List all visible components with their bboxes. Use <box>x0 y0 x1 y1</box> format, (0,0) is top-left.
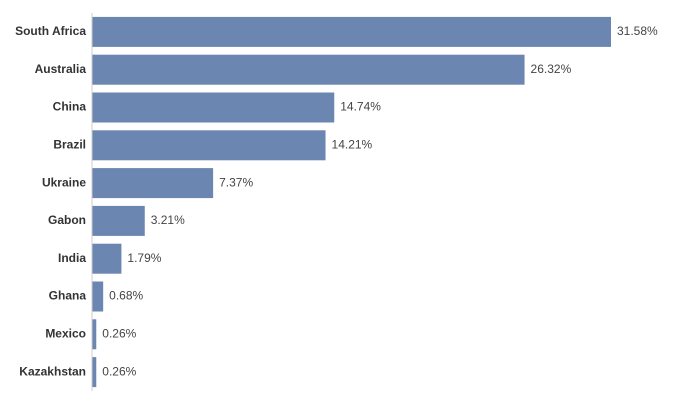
category-label: India <box>58 251 86 265</box>
bar <box>92 168 214 199</box>
category-label: Ukraine <box>42 175 86 189</box>
bar <box>92 16 611 47</box>
value-label: 31.58% <box>617 24 658 38</box>
category-label: Kazakhstan <box>19 364 86 378</box>
bar <box>92 243 122 274</box>
value-label: 0.68% <box>109 289 143 303</box>
value-label: 26.32% <box>531 62 572 76</box>
bar <box>92 54 525 85</box>
category-label: Gabon <box>48 213 86 227</box>
value-label: 1.79% <box>127 251 161 265</box>
value-label: 3.21% <box>151 213 185 227</box>
category-label: Brazil <box>53 137 86 151</box>
value-label: 0.26% <box>102 326 136 340</box>
bar <box>92 130 326 161</box>
value-label: 14.74% <box>340 100 381 114</box>
category-label: Mexico <box>45 326 86 340</box>
bar <box>92 319 97 350</box>
category-label: China <box>53 100 87 114</box>
value-label: 7.37% <box>219 175 253 189</box>
category-label: South Africa <box>15 24 86 38</box>
bar <box>92 357 97 388</box>
bar <box>92 281 104 312</box>
bar <box>92 205 145 236</box>
bar <box>92 92 335 123</box>
category-label: Australia <box>35 62 87 76</box>
category-label: Ghana <box>49 289 87 303</box>
value-label: 14.21% <box>332 137 373 151</box>
value-label: 0.26% <box>102 364 136 378</box>
